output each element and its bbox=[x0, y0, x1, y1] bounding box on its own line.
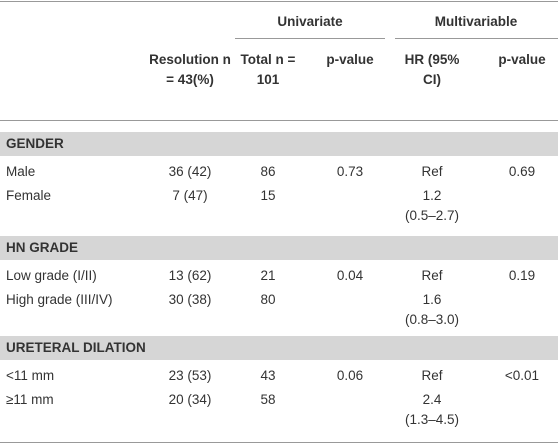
cell: 13 (62) bbox=[168, 268, 212, 283]
row-label: <11 mm bbox=[6, 368, 55, 383]
column-header: p-value bbox=[498, 52, 546, 67]
cell: 1.6 bbox=[422, 292, 442, 307]
cell: 15 bbox=[260, 188, 276, 203]
group-rule bbox=[235, 38, 385, 39]
column-header: Total n = 101 bbox=[240, 52, 296, 87]
group-rule bbox=[395, 38, 558, 39]
row-label: ≥11 mm bbox=[6, 392, 54, 407]
cell: 7 (47) bbox=[172, 188, 208, 203]
cell: Ref bbox=[421, 368, 443, 383]
cell: 86 bbox=[260, 164, 276, 179]
column-header: Resolution n = 43(%) bbox=[149, 52, 231, 87]
cell: Ref bbox=[421, 164, 443, 179]
row-label: High grade (III/IV) bbox=[6, 292, 113, 307]
cell: 58 bbox=[260, 392, 276, 407]
cell: 23 (53) bbox=[168, 368, 212, 383]
top-rule bbox=[0, 1, 558, 2]
column-header: HR (95% CI) bbox=[404, 52, 460, 87]
cell: (0.5–2.7) bbox=[404, 208, 460, 223]
column-header: p-value bbox=[326, 52, 374, 67]
cell: 30 (38) bbox=[168, 292, 212, 307]
section-title: URETERAL DILATION bbox=[6, 340, 146, 355]
cell: 80 bbox=[260, 292, 276, 307]
cell: <0.01 bbox=[504, 368, 540, 383]
cell: 43 bbox=[260, 368, 276, 383]
cell: 0.69 bbox=[508, 164, 536, 179]
section-band bbox=[0, 336, 558, 360]
section-band bbox=[0, 132, 558, 156]
cell: 20 (34) bbox=[168, 392, 212, 407]
cell: 0.06 bbox=[336, 368, 364, 383]
row-label: Male bbox=[6, 164, 36, 179]
cell: (0.8–3.0) bbox=[404, 312, 460, 327]
section-title: HN GRADE bbox=[6, 240, 79, 255]
cell: 21 bbox=[260, 268, 276, 283]
row-label: Female bbox=[6, 188, 52, 203]
bottom-rule bbox=[0, 442, 558, 443]
cell: 2.4 bbox=[422, 392, 442, 407]
cell: Ref bbox=[421, 268, 443, 283]
section-band bbox=[0, 236, 558, 260]
group-header: Univariate bbox=[277, 14, 343, 29]
row-label: Low grade (I/II) bbox=[6, 268, 97, 283]
cell: 0.04 bbox=[336, 268, 364, 283]
section-title: GENDER bbox=[6, 136, 64, 151]
cell: 36 (42) bbox=[168, 164, 212, 179]
group-header: Multivariable bbox=[434, 14, 518, 29]
cell: 0.19 bbox=[508, 268, 536, 283]
cell: (1.3–4.5) bbox=[404, 412, 460, 427]
header-rule bbox=[0, 120, 558, 121]
cell: 0.73 bbox=[336, 164, 364, 179]
cell: 1.2 bbox=[422, 188, 442, 203]
